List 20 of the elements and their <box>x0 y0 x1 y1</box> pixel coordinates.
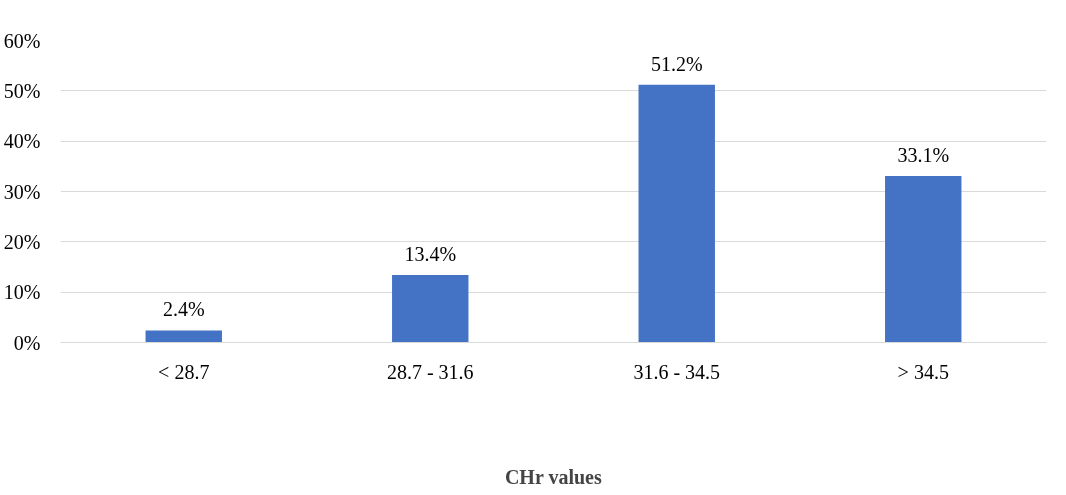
data-label: 13.4% <box>404 243 457 266</box>
bar <box>392 275 469 343</box>
data-label: 51.2% <box>650 52 703 75</box>
x-tick-label: 28.7 - 31.6 <box>386 360 474 383</box>
bar <box>885 175 962 343</box>
bar <box>145 330 222 343</box>
x-axis-title: CHr values <box>504 465 602 488</box>
data-label: 33.1% <box>897 143 950 166</box>
y-tick-label: 0% <box>13 331 41 354</box>
x-tick-label: < 28.7 <box>158 360 210 383</box>
y-tick-label: 60% <box>3 29 41 52</box>
x-tick-label: > 34.5 <box>897 360 949 383</box>
y-tick-label: 40% <box>3 130 41 153</box>
bar <box>638 84 715 343</box>
y-tick-label: 20% <box>3 230 41 253</box>
y-tick-label: 50% <box>3 79 41 102</box>
y-tick-label: 30% <box>3 180 41 203</box>
y-tick-label: 10% <box>3 281 41 304</box>
data-label: 2.4% <box>162 298 205 321</box>
x-tick-label: 31.6 - 34.5 <box>633 360 721 383</box>
